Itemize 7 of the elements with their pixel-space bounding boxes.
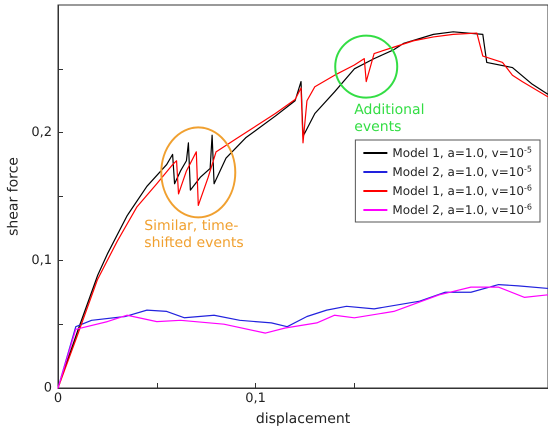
y-tick-label: 0: [44, 380, 52, 396]
annotation: Similar, time- shifted events: [144, 218, 244, 251]
annotation: Additional events: [354, 102, 425, 136]
y-axis-title: shear force: [5, 157, 22, 236]
y-tick-label: 0,2: [31, 125, 52, 140]
x-axis-title: displacement: [256, 411, 351, 427]
y-tick-label: 0,1: [31, 252, 52, 268]
